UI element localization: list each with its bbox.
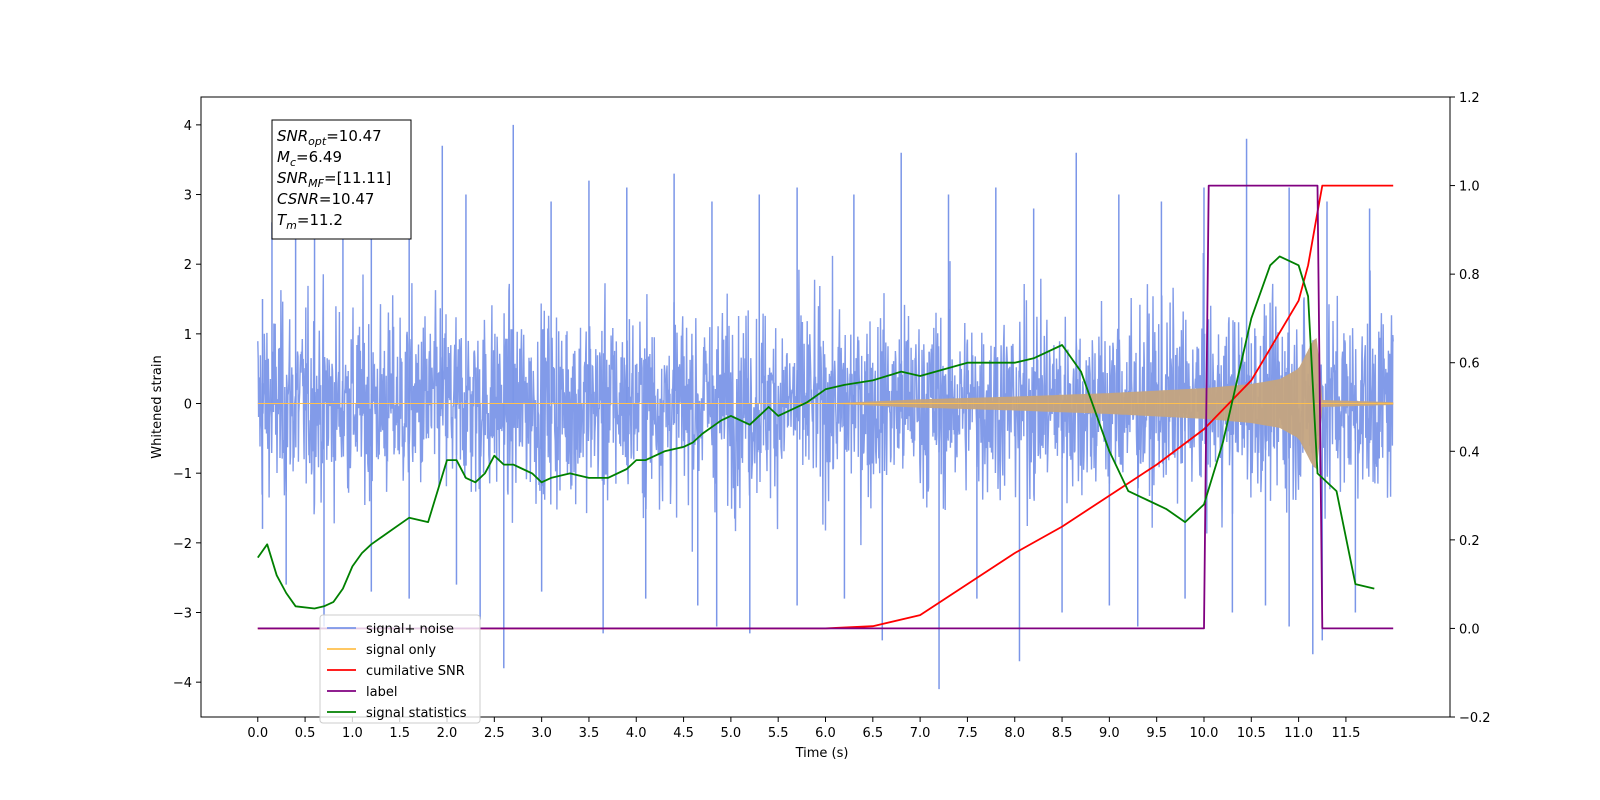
annotation-box: SNRopt=10.47Mc=6.49SNRMF=[11.11]CSNR=10.… [271, 119, 412, 240]
y-tick-label: 2 [184, 258, 192, 273]
annotation-line: SNRMF=[11.11] [277, 169, 391, 190]
x-tick-label: 10.0 [1190, 726, 1219, 741]
y-axis-title: Whitened strain [150, 355, 165, 458]
y-tick-label: −3 [173, 607, 192, 622]
annotation-line: SNRopt=10.47 [277, 127, 382, 148]
series-label [257, 184, 1394, 630]
x-tick-label: 5.0 [721, 726, 742, 741]
y2-tick-label: 0.2 [1459, 534, 1480, 549]
x-tick-label: 2.0 [437, 726, 458, 741]
y-tick-label: −4 [173, 676, 192, 691]
y2-tick-label: 1.2 [1459, 91, 1480, 106]
y-axis-right: 1.2 1.0 0.8 0.6 0.4 0.2 0.0 −0.2 [1450, 91, 1491, 726]
y2-tick-label: 0.0 [1459, 622, 1480, 637]
x-tick-label: 2.5 [484, 726, 505, 741]
y-tick-label: 3 [184, 189, 192, 204]
x-tick-label: 10.5 [1237, 726, 1266, 741]
y2-tick-label: 1.0 [1459, 180, 1480, 195]
legend-label: cumilative SNR [366, 664, 465, 679]
series-signal-statistics [257, 255, 1375, 610]
x-axis-title: Time (s) [795, 746, 849, 761]
x-tick-label: 6.0 [815, 726, 836, 741]
x-tick-label: 9.5 [1146, 726, 1167, 741]
x-tick-label: 3.0 [531, 726, 552, 741]
x-tick-label: 4.5 [673, 726, 694, 741]
y2-tick-label: −0.2 [1459, 711, 1491, 726]
x-tick-label: 8.0 [1004, 726, 1025, 741]
legend: signal+ noise signal only cumilative SNR la… [319, 614, 481, 724]
y-tick-label: 4 [184, 119, 192, 134]
x-tick-label: 1.5 [389, 726, 410, 741]
x-tick-label: 8.5 [1052, 726, 1073, 741]
x-tick-label: 0.0 [247, 726, 268, 741]
y2-tick-label: 0.6 [1459, 357, 1480, 372]
x-tick-label: 7.5 [957, 726, 978, 741]
series-cumulative-snr [257, 184, 1394, 630]
annotation-line: Mc=6.49 [277, 148, 342, 169]
annotation-line: CSNR=10.47 [277, 190, 374, 208]
x-tick-label: 4.0 [626, 726, 647, 741]
x-tick-label: 11.5 [1331, 726, 1360, 741]
legend-label: signal statistics [366, 706, 467, 721]
x-tick-label: 7.0 [910, 726, 931, 741]
x-tick-label: 0.5 [295, 726, 316, 741]
legend-label: signal+ noise [366, 622, 454, 637]
legend-label: signal only [366, 643, 436, 658]
y-tick-label: −2 [173, 537, 192, 552]
x-tick-label: 6.5 [862, 726, 883, 741]
x-tick-label: 3.5 [579, 726, 600, 741]
plot-area [257, 124, 1394, 690]
y-tick-label: 0 [184, 398, 192, 413]
x-tick-label: 5.5 [768, 726, 789, 741]
annotation-line: Tm=11.2 [277, 211, 343, 232]
y-tick-label: 1 [184, 328, 192, 343]
legend-label: label [366, 685, 397, 700]
x-tick-label: 11.0 [1284, 726, 1313, 741]
y-tick-label: −1 [173, 467, 192, 482]
x-tick-label: 9.0 [1099, 726, 1120, 741]
x-axis: 0.0 0.5 1.0 1.5 2.0 2.5 3.0 3.5 4.0 4.5 5.0 5.5 6.0 6… [247, 717, 1360, 741]
y-axis-left: 4 3 2 1 0 −1 −2 −3 −4 [173, 119, 201, 691]
y2-tick-label: 0.4 [1459, 445, 1480, 460]
x-tick-label: 1.0 [342, 726, 363, 741]
y2-tick-label: 0.8 [1459, 268, 1480, 283]
